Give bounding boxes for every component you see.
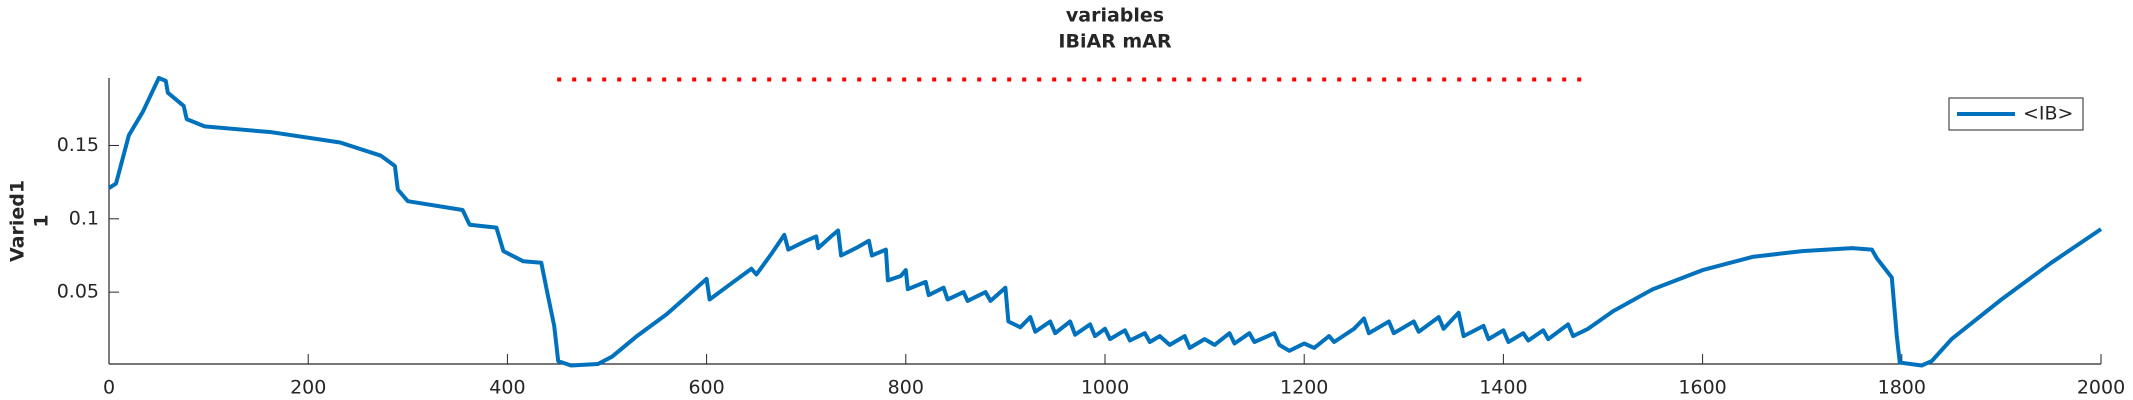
y-tick-label: 0.15 [57,134,99,156]
legend-label: <IB> [2023,103,2073,125]
x-tick-label: 800 [888,377,924,399]
y-axis-label: Varied1 [7,180,29,262]
y-axis-label: 1 [31,214,53,227]
x-tick-label: 200 [290,377,326,399]
chart-title: variables [1066,5,1164,27]
data-line [107,76,2103,368]
x-tick-label: 600 [688,377,724,399]
x-tick-label: 400 [489,377,525,399]
x-tick-label: 1400 [1479,377,1527,399]
x-tick-label: 0 [103,377,115,399]
x-tick-label: 1800 [1878,377,1926,399]
x-tick-label: 2000 [2077,377,2125,399]
y-tick-label: 0.1 [69,207,99,229]
x-tick-label: 1200 [1280,377,1328,399]
y-tick-label: 0.05 [57,281,99,303]
x-tick-label: 1000 [1081,377,1129,399]
x-tick-label: 1600 [1678,377,1726,399]
chart-subtitle: IBiAR mAR [1058,31,1172,53]
